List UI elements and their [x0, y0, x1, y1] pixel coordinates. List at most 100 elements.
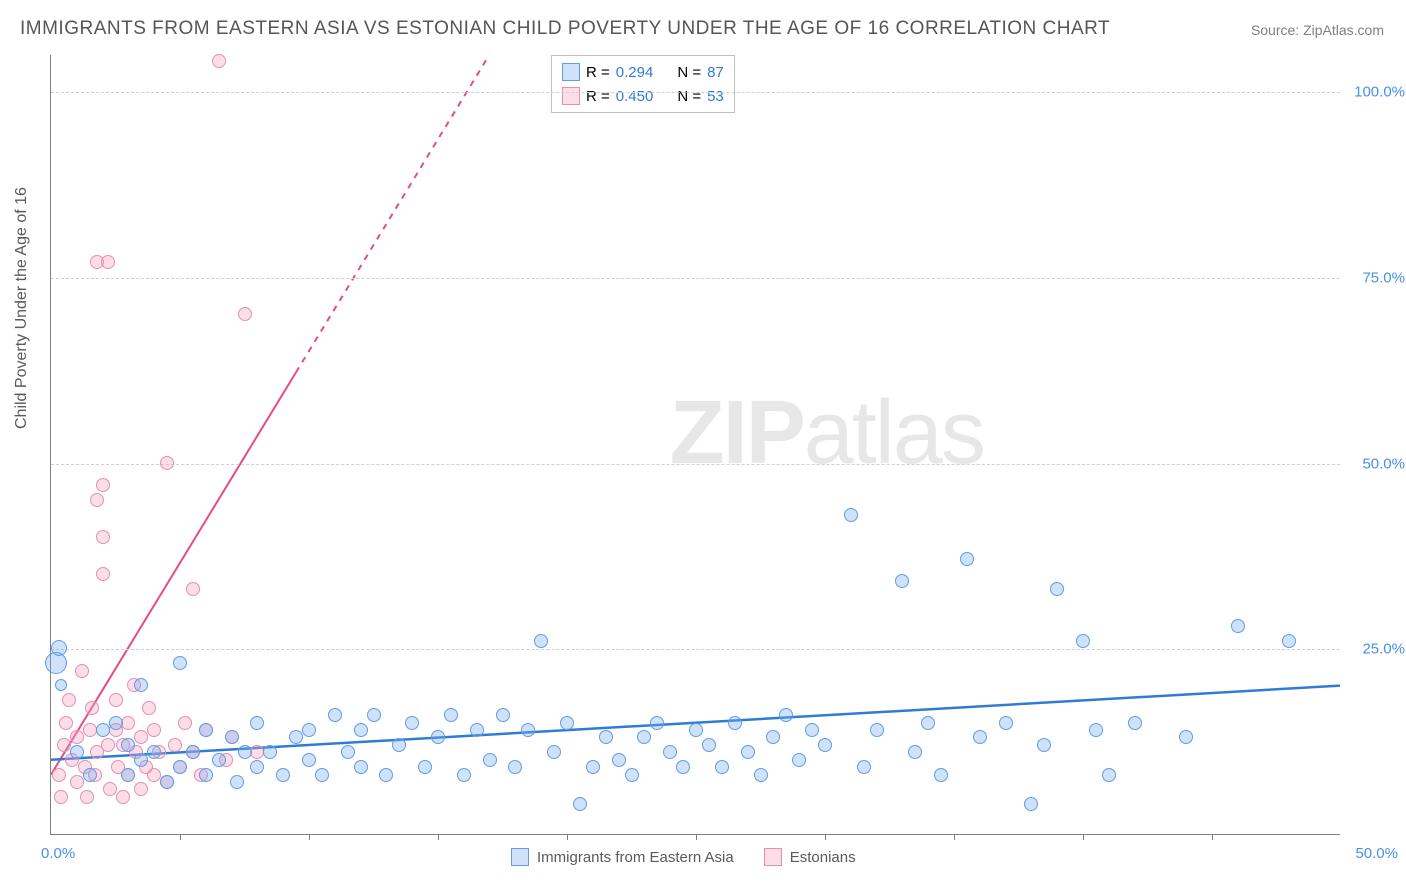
- scatter-point-blue: [637, 730, 651, 744]
- scatter-point-pink: [85, 701, 99, 715]
- scatter-point-pink: [147, 723, 161, 737]
- n-value-blue: 87: [707, 64, 724, 81]
- scatter-point-blue: [367, 708, 381, 722]
- x-tick: [567, 834, 568, 840]
- scatter-point-pink: [52, 768, 66, 782]
- scatter-point-blue: [134, 753, 148, 767]
- scatter-point-blue: [702, 738, 716, 752]
- scatter-point-blue: [508, 760, 522, 774]
- scatter-point-blue: [625, 768, 639, 782]
- scatter-point-pink: [178, 716, 192, 730]
- legend-series: Immigrants from Eastern Asia Estonians: [511, 848, 856, 866]
- scatter-point-blue: [109, 716, 123, 730]
- scatter-point-blue: [173, 656, 187, 670]
- swatch-blue-bottom: [511, 848, 529, 866]
- scatter-point-pink: [101, 738, 115, 752]
- scatter-point-blue: [134, 678, 148, 692]
- n-label-blue: N =: [677, 64, 701, 81]
- y-tick-label: 75.0%: [1362, 269, 1405, 286]
- scatter-point-blue: [186, 745, 200, 759]
- scatter-point-pink: [83, 723, 97, 737]
- scatter-point-blue: [70, 745, 84, 759]
- scatter-point-blue: [392, 738, 406, 752]
- scatter-point-blue: [341, 745, 355, 759]
- scatter-point-pink: [160, 456, 174, 470]
- scatter-point-blue: [999, 716, 1013, 730]
- y-axis-label: Child Poverty Under the Age of 16: [13, 187, 31, 429]
- scatter-point-pink: [80, 790, 94, 804]
- watermark-rest: atlas: [804, 383, 984, 483]
- scatter-point-blue: [754, 768, 768, 782]
- scatter-point-blue: [960, 552, 974, 566]
- scatter-point-pink: [70, 730, 84, 744]
- scatter-point-pink: [90, 493, 104, 507]
- legend-stats: R = 0.294 N = 87 R = 0.450 N = 53: [551, 55, 735, 113]
- scatter-point-blue: [1089, 723, 1103, 737]
- scatter-point-pink: [96, 478, 110, 492]
- scatter-point-pink: [54, 790, 68, 804]
- scatter-point-blue: [573, 797, 587, 811]
- legend-item-pink: Estonians: [764, 848, 856, 866]
- scatter-point-blue: [238, 745, 252, 759]
- scatter-point-blue: [289, 730, 303, 744]
- scatter-point-blue: [160, 775, 174, 789]
- scatter-point-blue: [1037, 738, 1051, 752]
- scatter-point-blue: [483, 753, 497, 767]
- r-label-blue: R =: [586, 64, 610, 81]
- scatter-point-blue: [55, 679, 67, 691]
- scatter-point-pink: [62, 693, 76, 707]
- scatter-point-blue: [1102, 768, 1116, 782]
- swatch-pink: [562, 87, 580, 105]
- n-value-pink: 53: [707, 88, 724, 105]
- y-tick-label: 100.0%: [1354, 84, 1405, 101]
- scatter-point-blue: [444, 708, 458, 722]
- scatter-point-blue: [212, 753, 226, 767]
- source-label: Source: ZipAtlas.com: [1251, 22, 1384, 38]
- scatter-point-blue: [96, 723, 110, 737]
- trend-lines-layer: [51, 55, 1340, 834]
- scatter-point-pink: [96, 530, 110, 544]
- n-label-pink: N =: [677, 88, 701, 105]
- scatter-point-blue: [973, 730, 987, 744]
- x-tick-start: 0.0%: [41, 845, 75, 862]
- scatter-point-blue: [250, 760, 264, 774]
- r-label-pink: R =: [586, 88, 610, 105]
- scatter-point-pink: [103, 782, 117, 796]
- scatter-point-blue: [328, 708, 342, 722]
- scatter-point-blue: [895, 574, 909, 588]
- scatter-point-blue: [870, 723, 884, 737]
- scatter-point-blue: [844, 508, 858, 522]
- scatter-point-blue: [470, 723, 484, 737]
- scatter-point-blue: [792, 753, 806, 767]
- scatter-point-blue: [250, 716, 264, 730]
- scatter-point-blue: [354, 723, 368, 737]
- scatter-point-blue: [354, 760, 368, 774]
- gridline: [51, 649, 1340, 650]
- scatter-point-pink: [238, 307, 252, 321]
- scatter-point-blue: [779, 708, 793, 722]
- scatter-point-blue: [766, 730, 780, 744]
- legend-stats-row-blue: R = 0.294 N = 87: [562, 60, 724, 84]
- scatter-point-pink: [57, 738, 71, 752]
- scatter-point-blue: [199, 768, 213, 782]
- x-tick-end: 50.0%: [1355, 845, 1398, 862]
- scatter-point-pink: [212, 54, 226, 68]
- chart-title: IMMIGRANTS FROM EASTERN ASIA VS ESTONIAN…: [20, 18, 1110, 40]
- x-tick: [696, 834, 697, 840]
- y-tick-label: 50.0%: [1362, 455, 1405, 472]
- scatter-point-blue: [1179, 730, 1193, 744]
- scatter-point-blue: [379, 768, 393, 782]
- scatter-point-blue: [496, 708, 510, 722]
- scatter-point-pink: [142, 701, 156, 715]
- scatter-point-pink: [70, 775, 84, 789]
- scatter-point-blue: [405, 716, 419, 730]
- scatter-point-blue: [418, 760, 432, 774]
- scatter-point-blue: [663, 745, 677, 759]
- swatch-pink-bottom: [764, 848, 782, 866]
- scatter-point-blue: [302, 753, 316, 767]
- r-value-pink: 0.450: [616, 88, 654, 105]
- scatter-point-blue: [457, 768, 471, 782]
- scatter-point-blue: [921, 716, 935, 730]
- scatter-point-blue: [715, 760, 729, 774]
- scatter-point-blue: [650, 716, 664, 730]
